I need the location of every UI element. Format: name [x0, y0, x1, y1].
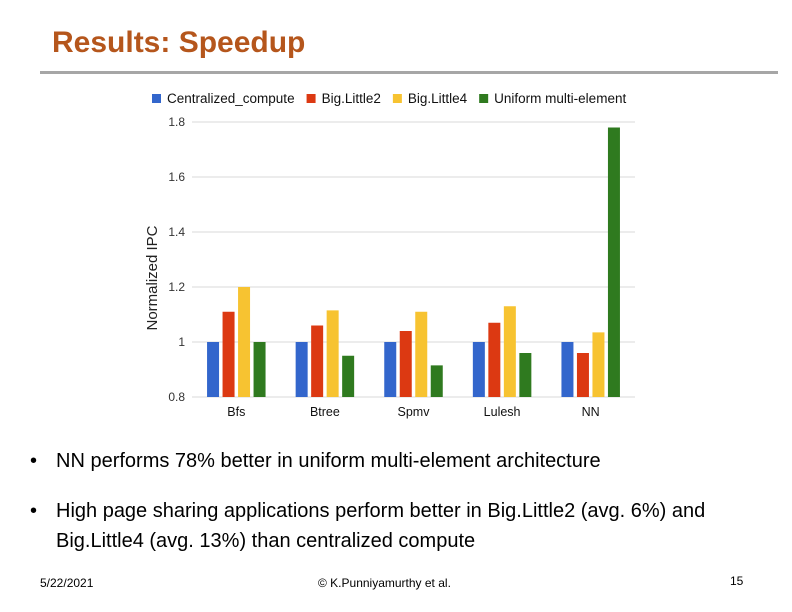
- legend-label: Big.Little4: [408, 91, 468, 106]
- y-tick-label: 1.2: [168, 280, 185, 294]
- bar-uniform-multi-element-spmv: [430, 365, 443, 397]
- legend-swatch: [306, 94, 316, 103]
- x-tick-label: Btree: [310, 405, 340, 419]
- bar-big-little2-nn: [576, 353, 589, 397]
- x-tick-label: Bfs: [227, 405, 245, 419]
- bar-big-little4-nn: [592, 332, 605, 397]
- bar-big-little4-bfs: [238, 287, 251, 397]
- x-tick-label: Spmv: [398, 405, 431, 419]
- y-axis-label: Normalized IPC: [144, 225, 161, 330]
- bar-centralized-compute-spmv: [384, 342, 397, 397]
- bar-centralized-compute-nn: [561, 342, 574, 397]
- bullet-list: • NN performs 78% better in uniform mult…: [30, 446, 780, 556]
- x-axis-ticks: Bfs Btree Spmv Lulesh NN: [227, 405, 599, 419]
- footer-credit: © K.Punniyamurthy et al.: [318, 576, 451, 590]
- legend-label: Uniform multi-element: [494, 91, 626, 106]
- bar-uniform-multi-element-lulesh: [519, 353, 532, 397]
- page-number: 15: [730, 574, 744, 588]
- chart-gridlines: [192, 121, 635, 398]
- y-axis-ticks: 0.8 1 1.2 1.4 1.6 1.8: [168, 115, 185, 404]
- chart-legend: Centralized_compute Big.Little2 Big.Little…: [152, 91, 626, 106]
- bar-uniform-multi-element-btree: [342, 355, 355, 397]
- bar-uniform-multi-element-nn: [607, 127, 620, 397]
- bullet-text: High page sharing applications perform b…: [56, 500, 706, 552]
- slide-title: Results: Speedup: [52, 26, 306, 59]
- bar-centralized-compute-bfs: [207, 342, 220, 397]
- x-tick-label: NN: [582, 405, 600, 419]
- bar-uniform-multi-element-bfs: [253, 342, 266, 397]
- legend-swatch: [392, 94, 402, 103]
- bar-centralized-compute-btree: [295, 342, 308, 397]
- speedup-bar-chart: Centralized_compute Big.Little2 Big.Little…: [144, 91, 635, 419]
- y-tick-label: 1.6: [168, 170, 185, 184]
- y-tick-label: 1.4: [168, 225, 185, 239]
- bar-big-little2-bfs: [222, 311, 235, 397]
- bullet-text: NN performs 78% better in uniform multi-…: [56, 450, 601, 472]
- bullet-item: • High page sharing applications perform…: [30, 496, 780, 556]
- y-tick-label: 0.8: [168, 390, 185, 404]
- bar-big-little2-btree: [311, 325, 324, 397]
- bar-big-little2-lulesh: [488, 322, 501, 397]
- bullet-dot-icon: •: [30, 450, 38, 472]
- bar-big-little4-btree: [326, 310, 339, 397]
- legend-label: Centralized_compute: [167, 91, 295, 106]
- x-tick-label: Lulesh: [484, 405, 521, 419]
- bullet-item: • NN performs 78% better in uniform mult…: [30, 446, 780, 476]
- bullet-dot-icon: •: [30, 500, 38, 522]
- legend-label: Big.Little2: [322, 91, 381, 106]
- legend-swatch: [479, 94, 489, 103]
- bar-centralized-compute-lulesh: [472, 342, 485, 397]
- legend-swatch: [152, 94, 161, 103]
- bar-big-little4-spmv: [415, 311, 428, 397]
- chart-bars: [207, 127, 620, 397]
- y-tick-label: 1.8: [168, 115, 185, 129]
- footer-date: 5/22/2021: [40, 576, 94, 590]
- y-tick-label: 1: [178, 335, 185, 349]
- title-divider: [40, 71, 778, 74]
- bar-big-little2-spmv: [399, 331, 412, 397]
- bar-big-little4-lulesh: [503, 306, 516, 397]
